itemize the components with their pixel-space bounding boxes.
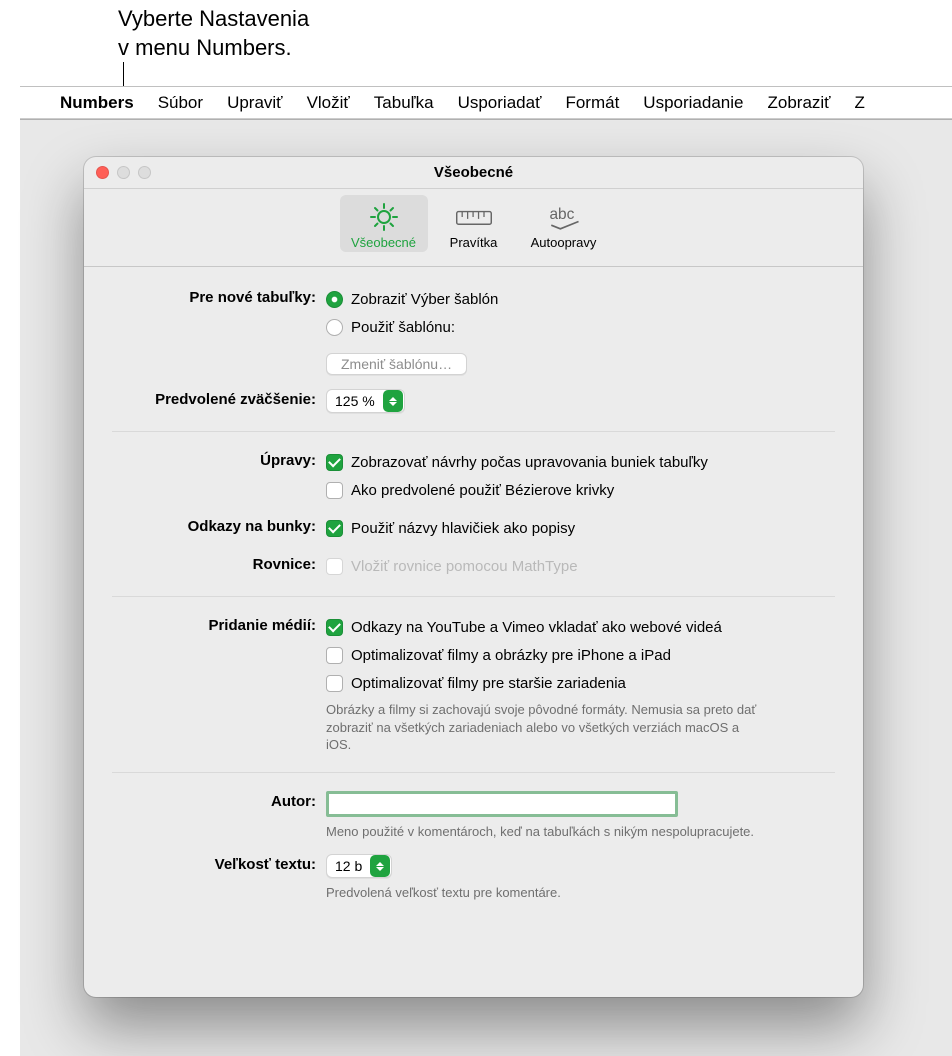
label-default-zoom: Predvolené zväčšenie:: [112, 389, 326, 408]
chevron-updown-icon: [370, 855, 390, 877]
default-zoom-select[interactable]: 125 %: [326, 389, 405, 413]
checkbox-optimize-old-label: Optimalizovať filmy pre staršie zariaden…: [351, 675, 626, 692]
label-media: Pridanie médií:: [112, 615, 326, 634]
row-cell-refs: Odkazy na bunky: Použiť názvy hlavičiek …: [84, 514, 863, 542]
menu-tabulka[interactable]: Tabuľka: [364, 93, 444, 113]
toolbar-general-label: Všeobecné: [351, 235, 416, 250]
checkbox-web-video[interactable]: [326, 619, 343, 636]
menu-subor[interactable]: Súbor: [148, 93, 213, 113]
checkbox-optimize-ios[interactable]: [326, 647, 343, 664]
toolbar-general[interactable]: Všeobecné: [340, 195, 428, 252]
menu-upravit[interactable]: Upraviť: [217, 93, 293, 113]
chevron-updown-icon: [383, 390, 403, 412]
zoom-button[interactable]: [138, 166, 151, 179]
gear-icon: [364, 199, 404, 235]
radio-show-chooser-label: Zobraziť Výber šablón: [351, 291, 498, 308]
checkbox-bezier[interactable]: [326, 482, 343, 499]
checkbox-web-video-label: Odkazy na YouTube a Vimeo vkladať ako we…: [351, 619, 722, 636]
row-text-size: Veľkosť textu: 12 b Predvolená veľkosť t…: [84, 852, 863, 904]
checkbox-suggestions-label: Zobrazovať návrhy počas upravovania buni…: [351, 454, 708, 471]
prefs-body: Pre nové tabuľky: Zobraziť Výber šablón …: [84, 267, 863, 904]
change-template-button[interactable]: Zmeniť šablónu…: [326, 353, 467, 375]
minimize-button[interactable]: [117, 166, 130, 179]
toolbar-rulers[interactable]: Pravítka: [430, 195, 518, 252]
row-default-zoom: Predvolené zväčšenie: 125 %: [84, 387, 863, 415]
callout-line2: v menu Numbers.: [118, 35, 292, 60]
menu-numbers[interactable]: Numbers: [50, 93, 144, 113]
media-helper-text: Obrázky a filmy si zachovajú svoje pôvod…: [326, 701, 766, 754]
menu-usporiadat[interactable]: Usporiadať: [448, 93, 552, 113]
close-button[interactable]: [96, 166, 109, 179]
row-editing: Úpravy: Zobrazovať návrhy počas upravova…: [84, 448, 863, 504]
default-zoom-value: 125 %: [327, 393, 383, 409]
checkbox-optimize-ios-label: Optimalizovať filmy a obrázky pre iPhone…: [351, 647, 671, 664]
checkbox-optimize-old[interactable]: [326, 675, 343, 692]
radio-use-template-label: Použiť šablónu:: [351, 319, 455, 336]
menu-zobrazit[interactable]: Zobraziť: [757, 93, 840, 113]
toolbar-rulers-label: Pravítka: [450, 235, 498, 250]
row-equations: Rovnice: Vložiť rovnice pomocou MathType: [84, 552, 863, 580]
label-editing: Úpravy:: [112, 450, 326, 469]
checkbox-header-names-label: Použiť názvy hlavičiek ako popisy: [351, 520, 575, 537]
label-new-tables: Pre nové tabuľky:: [112, 287, 326, 306]
radio-show-chooser[interactable]: [326, 291, 343, 308]
text-size-select[interactable]: 12 b: [326, 854, 392, 878]
author-helper-text: Meno použité v komentároch, keď na tabuľ…: [326, 823, 766, 841]
checkbox-mathtype-label: Vložiť rovnice pomocou MathType: [351, 558, 578, 575]
svg-text:abc: abc: [549, 206, 574, 223]
callout-text: Vyberte Nastavenia v menu Numbers.: [118, 5, 309, 62]
window-title: Všeobecné: [434, 164, 513, 181]
checkbox-bezier-label: Ako predvolené použiť Bézierove krivky: [351, 482, 614, 499]
radio-use-template[interactable]: [326, 319, 343, 336]
text-size-value: 12 b: [327, 858, 370, 874]
menu-format[interactable]: Formát: [555, 93, 629, 113]
menubar: Numbers Súbor Upraviť Vložiť Tabuľka Usp…: [20, 87, 952, 119]
menu-usporiadanie[interactable]: Usporiadanie: [633, 93, 753, 113]
row-new-tables: Pre nové tabuľky: Zobraziť Výber šablón …: [84, 285, 863, 377]
label-cell-refs: Odkazy na bunky:: [112, 516, 326, 535]
app-frame: Numbers Súbor Upraviť Vložiť Tabuľka Usp…: [20, 86, 952, 1056]
label-text-size: Veľkosť textu:: [112, 854, 326, 873]
divider: [112, 431, 835, 432]
divider: [112, 772, 835, 773]
row-author: Autor: Meno použité v komentároch, keď n…: [84, 789, 863, 843]
window-titlebar: Všeobecné: [84, 157, 863, 189]
app-content-area: Všeobecné: [20, 119, 952, 1056]
prefs-toolbar: Všeobecné: [84, 189, 863, 267]
preferences-window: Všeobecné: [84, 157, 863, 997]
autocorrect-icon: abc: [544, 199, 584, 235]
ruler-icon: [454, 199, 494, 235]
menu-vlozit[interactable]: Vložiť: [297, 93, 360, 113]
toolbar-autocorrect-label: Autoopravy: [531, 235, 597, 250]
text-size-helper-text: Predvolená veľkosť textu pre komentáre.: [326, 884, 766, 902]
label-author: Autor:: [112, 791, 326, 810]
row-media: Pridanie médií: Odkazy na YouTube a Vime…: [84, 613, 863, 756]
label-equations: Rovnice:: [112, 554, 326, 573]
toolbar-autocorrect[interactable]: abc Autoopravy: [520, 195, 608, 252]
callout-line1: Vyberte Nastavenia: [118, 6, 309, 31]
checkbox-header-names[interactable]: [326, 520, 343, 537]
checkbox-suggestions[interactable]: [326, 454, 343, 471]
divider: [112, 596, 835, 597]
author-input[interactable]: [326, 791, 678, 817]
menu-truncated[interactable]: Z: [845, 93, 875, 113]
traffic-lights: [96, 166, 151, 179]
checkbox-mathtype: [326, 558, 343, 575]
